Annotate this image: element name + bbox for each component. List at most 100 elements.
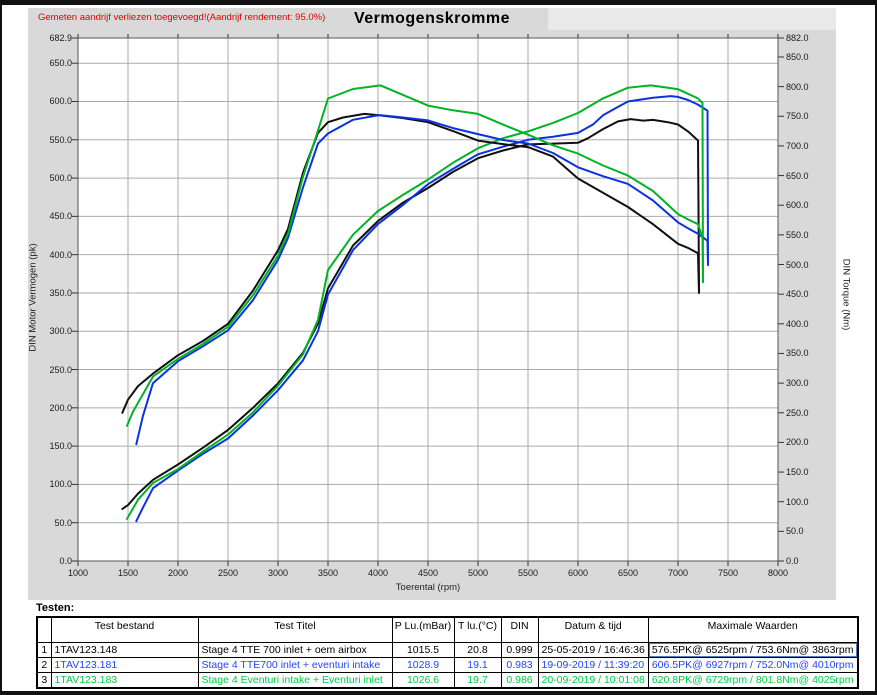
cell-p-lu-mbar-[interactable]: 1015.5 [391, 642, 455, 658]
x-tick-label: 3000 [267, 568, 289, 578]
cell-maximale-waarden[interactable]: 620.8PK@ 6729rpm / 801.8Nm@ 4025rpm [647, 672, 859, 689]
x-tick-label: 8000 [767, 568, 789, 578]
cell-datum-tijd[interactable]: 20-09-2019 / 10:01:08 [537, 672, 649, 689]
y-left-tick-label: 650.0 [49, 58, 72, 69]
curve-run2-torque [135, 114, 709, 446]
cell-test-titel[interactable]: Stage 4 Eventuri intake + Eventuri inlet [197, 672, 393, 689]
y-right-tick-label: 750.0 [786, 111, 809, 122]
table-row-2[interactable]: 2 1TAV123.181 Stage 4 TTE700 inlet + event… [36, 657, 859, 673]
y-left-tick-label: 600.0 [49, 96, 72, 107]
y-right-tick-label: 50.0 [786, 526, 804, 537]
test-runs-table: Test bestand Test Titel P Lu.(mBar) T lu.(°… [36, 616, 859, 689]
x-tick-label: 2500 [217, 568, 239, 578]
y-right-tick-label: 400.0 [786, 318, 809, 329]
cell-maximale-waarden[interactable]: 576.5PK@ 6525rpm / 753.6Nm@ 3863rpm [647, 642, 859, 658]
y-left-tick-label: 682.9 [49, 33, 72, 43]
row-number[interactable]: 2 [36, 657, 52, 673]
x-tick-label: 1000 [67, 568, 89, 578]
power-torque-chart [72, 34, 784, 566]
cell-test-titel[interactable]: Stage 4 TTE700 inlet + eventuri intake [197, 657, 393, 673]
chart-title: Vermogenskromme [353, 10, 510, 27]
y-left-tick-label: 550.0 [49, 134, 72, 145]
curve-run2-power [135, 95, 709, 523]
y-left-tick-label: 500.0 [49, 173, 72, 184]
window-frame-left [0, 0, 2, 695]
y-right-tick-label: 450.0 [786, 289, 809, 300]
table-caption: Testen: [36, 602, 75, 614]
col-header-t-lu-c-: T lu.(°C) [453, 616, 502, 643]
x-tick-label: 1500 [117, 568, 139, 578]
cell-test-bestand[interactable]: 1TAV123.181 [50, 657, 199, 673]
col-header-p-lu-mbar-: P Lu.(mBar) [391, 616, 455, 643]
x-tick-label: 7000 [667, 568, 689, 578]
y-right-tick-label: 500.0 [786, 259, 809, 270]
x-tick-label: 2000 [167, 568, 189, 578]
cell-test-bestand[interactable]: 1TAV123.148 [50, 642, 199, 658]
y-left-tick-label: 350.0 [49, 287, 72, 298]
x-tick-label: 5500 [517, 568, 539, 578]
plot-border [77, 37, 779, 562]
y-right-tick-label: 300.0 [786, 378, 809, 389]
y-left-tick-label: 300.0 [49, 326, 72, 337]
cell-p-lu-mbar-[interactable]: 1026.6 [391, 672, 455, 689]
y-right-tick-label: 650.0 [786, 170, 809, 181]
window-frame-bottom [0, 691, 877, 695]
cell-din[interactable]: 0.983 [500, 657, 539, 673]
x-tick-label: 4500 [417, 568, 439, 578]
table-row-1[interactable]: 1 1TAV123.148 Stage 4 TTE 700 inlet + oem … [36, 642, 859, 658]
y-right-tick-label: 100.0 [786, 496, 809, 507]
y-right-tick-label: 850.0 [786, 51, 809, 62]
y-left-tick-label: 450.0 [49, 211, 72, 222]
cell-t-lu-c-[interactable]: 19.7 [453, 672, 502, 689]
table-header: Test bestand Test Titel P Lu.(mBar) T lu.(°… [36, 616, 859, 643]
col-header-maximale-waarden: Maximale Waarden [647, 616, 859, 643]
x-tick-label: 4000 [367, 568, 389, 578]
y-left-tick-label: 100.0 [49, 479, 72, 490]
curve-run1-power [121, 118, 700, 510]
y-axis-right-label: DIN Torque (Nm) [840, 258, 852, 331]
y-right-tick-label: 550.0 [786, 229, 809, 240]
chart-panel: Gemeten aandrijf verliezen toegevoegd!(A… [28, 8, 852, 600]
table-row-3[interactable]: 3 1TAV123.183 Stage 4 Eventuri intake + Ev… [36, 672, 859, 689]
cell-din[interactable]: 0.999 [500, 642, 539, 658]
cell-din[interactable]: 0.986 [500, 672, 539, 689]
y-left-tick-label: 400.0 [49, 249, 72, 260]
curve-run3-torque [126, 84, 704, 427]
col-header-test-titel: Test Titel [197, 616, 393, 643]
row-number[interactable]: 1 [36, 642, 52, 658]
y-left-tick-label: 200.0 [49, 402, 72, 413]
row-number[interactable]: 3 [36, 672, 52, 689]
y-left-tick-label: 50.0 [54, 517, 72, 528]
y-right-tick-label: 350.0 [786, 348, 809, 359]
y-right-tick-label: 700.0 [786, 140, 809, 151]
x-tick-label: 5000 [467, 568, 489, 578]
y-right-tick-label: 250.0 [786, 407, 809, 418]
y-right-tick-label: 600.0 [786, 200, 809, 211]
x-tick-label: 3500 [317, 568, 339, 578]
y-left-tick-label: 250.0 [49, 364, 72, 375]
y-right-tick-label: 800.0 [786, 81, 809, 92]
y-right-tick-label: 150.0 [786, 467, 809, 478]
x-tick-label: 6000 [567, 568, 589, 578]
y-right-tick-label: 0.0 [786, 556, 799, 566]
cell-p-lu-mbar-[interactable]: 1028.9 [391, 657, 455, 673]
cell-test-titel[interactable]: Stage 4 TTE 700 inlet + oem airbox [197, 642, 393, 658]
cell-datum-tijd[interactable]: 25-05-2019 / 16:46:36 [537, 642, 649, 658]
col-header-test-bestand: Test bestand [50, 616, 199, 643]
cell-datum-tijd[interactable]: 19-09-2019 / 11:39:20 [537, 657, 649, 673]
col-header-index [36, 616, 52, 643]
x-axis-label: Toerental (rpm) [395, 582, 461, 593]
panel-header-highlight [548, 8, 836, 30]
curve-run3-power [126, 84, 704, 520]
cell-maximale-waarden[interactable]: 606.5PK@ 6927rpm / 752.0Nm@ 4010rpm [647, 657, 859, 673]
y-right-tick-label: 200.0 [786, 437, 809, 448]
cell-t-lu-c-[interactable]: 20.8 [453, 642, 502, 658]
cell-t-lu-c-[interactable]: 19.1 [453, 657, 502, 673]
window-frame-top [0, 0, 877, 5]
x-tick-label: 6500 [617, 568, 639, 578]
cell-test-bestand[interactable]: 1TAV123.183 [50, 672, 199, 689]
x-tick-label: 7500 [717, 568, 739, 578]
window-frame-right [875, 0, 877, 695]
y-left-tick-label: 0.0 [59, 556, 72, 566]
